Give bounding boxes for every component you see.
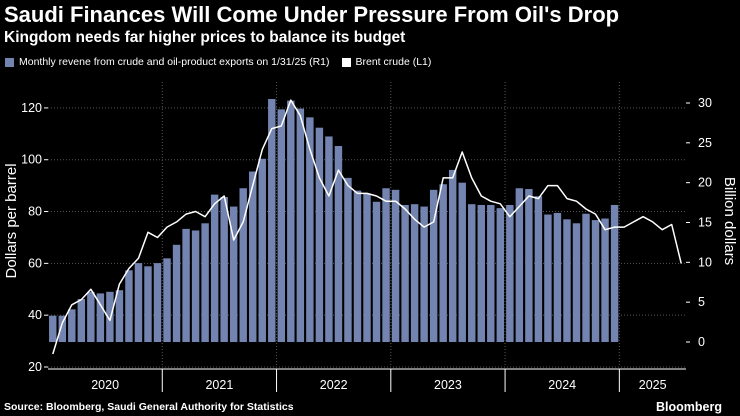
y-left-tick-label: 40 <box>28 308 42 322</box>
revenue-bar <box>306 117 314 342</box>
y-left-tick-label: 60 <box>28 256 42 270</box>
revenue-bar <box>249 171 257 342</box>
y-right-tick-label: 0 <box>698 335 705 349</box>
revenue-bar <box>353 190 362 342</box>
legend: Monthly revene from crude and oil-produc… <box>5 56 443 68</box>
revenue-bar <box>277 109 286 342</box>
revenue-bar <box>420 206 428 342</box>
revenue-bar <box>87 291 95 342</box>
x-tick-label: 2020 <box>91 378 119 392</box>
revenue-bar <box>372 201 381 342</box>
revenue-bar <box>268 99 276 343</box>
y-left-tick-label: 100 <box>21 153 42 167</box>
revenue-bar <box>601 218 609 342</box>
y-right-tick-label: 20 <box>698 176 712 190</box>
revenue-bar <box>544 214 552 342</box>
x-tick-label: 2024 <box>548 378 576 392</box>
revenue-bar <box>220 197 228 342</box>
revenue-bar <box>401 204 409 342</box>
y-right-tick-label: 5 <box>698 295 705 309</box>
chart-subtitle: Kingdom needs far higher prices to balan… <box>4 29 406 46</box>
x-tick-label: 2023 <box>434 378 462 392</box>
x-tick-label: 2021 <box>205 378 233 392</box>
revenue-bar <box>315 127 324 343</box>
legend-item-brent: Brent crude (L1) <box>341 56 432 68</box>
x-tick-label: 2025 <box>639 378 667 392</box>
revenue-bar <box>534 196 543 342</box>
revenue-bar <box>163 258 171 342</box>
revenue-bar <box>49 315 57 342</box>
revenue-bar <box>515 188 524 342</box>
revenue-bar <box>68 309 76 342</box>
revenue-bar <box>239 188 247 342</box>
revenue-bar <box>153 263 162 342</box>
revenue-bar <box>115 290 124 342</box>
y-right-tick-label: 30 <box>698 96 712 110</box>
legend-swatch-revenue <box>5 57 14 67</box>
y-left-tick-label: 20 <box>28 360 42 374</box>
y-axis-right-label: Billion dollars <box>721 177 738 265</box>
revenue-bar <box>182 228 190 342</box>
revenue-bar <box>77 298 86 342</box>
revenue-bar <box>325 136 333 342</box>
y-left-tick-label: 80 <box>28 205 42 219</box>
revenue-bar <box>525 189 533 342</box>
revenue-bar <box>144 266 152 342</box>
revenue-bar <box>344 177 352 342</box>
y-left-tick-label: 120 <box>21 101 42 115</box>
x-tick-label: 2022 <box>320 378 348 392</box>
revenue-bar <box>382 188 390 342</box>
revenue-bar <box>106 291 114 342</box>
revenue-bar <box>458 182 466 342</box>
revenue-bar <box>125 270 133 342</box>
revenue-bar <box>496 208 505 342</box>
revenue-bar <box>391 189 400 342</box>
revenue-bar <box>468 204 476 342</box>
revenue-bar <box>210 194 219 342</box>
bloomberg-logo: Bloomberg <box>656 400 722 414</box>
legend-swatch-brent <box>341 57 351 67</box>
y-right-tick-label: 10 <box>698 255 712 269</box>
brent-crude-line <box>52 99 682 355</box>
legend-label-revenue: Monthly revene from crude and oil-produc… <box>19 56 330 68</box>
revenue-bar <box>429 189 438 342</box>
y-right-tick-label: 25 <box>698 136 712 150</box>
revenue-bar <box>334 146 343 342</box>
revenue-bar <box>363 193 371 342</box>
revenue-bar <box>201 223 209 342</box>
revenue-bar <box>58 315 66 342</box>
source-note: Source: Bloomberg, Saudi General Authori… <box>4 401 294 413</box>
chart-title: Saudi Finances Will Come Under Pressure … <box>4 2 620 27</box>
revenue-bar <box>477 204 485 342</box>
revenue-bar <box>191 230 200 342</box>
revenue-bar <box>296 108 305 343</box>
revenue-bar <box>287 100 295 342</box>
revenue-bar <box>572 223 581 342</box>
revenue-bar <box>258 158 266 342</box>
revenue-bar <box>506 204 514 342</box>
revenue-bar <box>410 204 419 342</box>
revenue-bar <box>610 204 619 342</box>
y-right-tick-label: 15 <box>698 216 712 230</box>
revenue-bar <box>448 169 457 342</box>
legend-label-brent: Brent crude (L1) <box>355 56 432 68</box>
revenue-bar <box>96 293 105 342</box>
revenue-bar <box>582 213 590 342</box>
revenue-bar <box>591 220 600 342</box>
revenue-bar <box>553 212 562 342</box>
legend-item-revenue: Monthly revene from crude and oil-produc… <box>5 56 330 68</box>
y-axis-left-label: Dollars per barrel <box>3 163 20 278</box>
revenue-bar <box>172 244 181 342</box>
revenue-bar <box>487 204 495 342</box>
revenue-bar <box>229 206 238 342</box>
revenue-bar <box>439 184 447 342</box>
revenue-bar <box>134 263 143 342</box>
revenue-bar <box>563 219 571 342</box>
